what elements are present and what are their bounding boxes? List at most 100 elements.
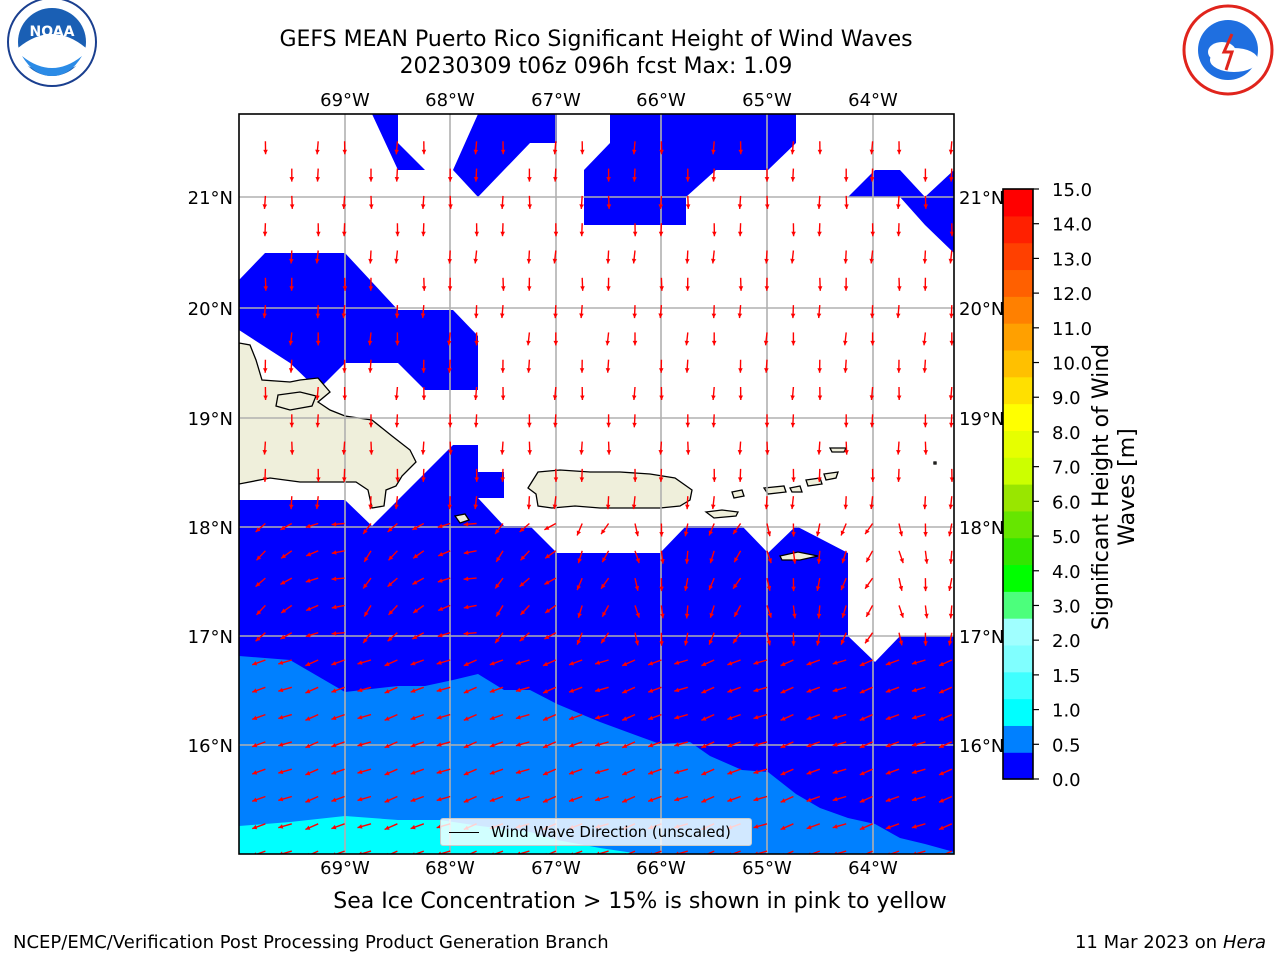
colorbar-tick-label: 2.0 — [1052, 631, 1081, 652]
chart-subtitle: 20230309 t06z 096h fcst Max: 1.09 — [399, 54, 793, 79]
colorbar-segment — [1003, 430, 1033, 458]
wave-direction-arrowhead — [255, 636, 261, 642]
wave-direction-arrowhead — [263, 368, 268, 373]
wave-direction-arrowhead — [341, 313, 347, 319]
wave-direction-arrowhead — [363, 529, 368, 534]
wave-direction-arrowhead — [701, 716, 707, 721]
wave-direction-arrowhead — [843, 286, 849, 291]
colorbar-segment — [1003, 591, 1033, 619]
wave-direction-arrowhead — [648, 743, 654, 748]
wave-direction-arrowhead — [263, 149, 268, 155]
wave-direction-arrowhead — [923, 532, 928, 537]
tortola — [805, 477, 823, 487]
wave-direction-arrowhead — [899, 612, 904, 618]
wave-direction-arrowhead — [753, 660, 759, 665]
wave-direction-arrowhead — [859, 689, 865, 694]
wave-direction-arrowhead — [780, 689, 786, 694]
wave-direction-arrowhead — [870, 231, 875, 237]
wave-direction-arrowhead — [923, 641, 928, 646]
wave-direction-arrowhead — [606, 177, 611, 182]
wave-direction-arrowhead — [395, 477, 400, 482]
wave-direction-arrowhead — [896, 368, 902, 373]
wave-direction-arrow — [516, 850, 530, 854]
wave-direction-arrowhead — [315, 149, 320, 155]
wave-direction-arrowhead — [384, 798, 390, 803]
wave-direction-arrowhead — [738, 231, 743, 237]
lon-label-top-64: 64°W — [848, 90, 898, 111]
wave-direction-arrowhead — [543, 661, 548, 666]
colorbar-tick-label: 11.0 — [1052, 319, 1092, 340]
wave-direction-arrowhead — [515, 769, 521, 774]
wave-direction-arrowhead — [305, 661, 311, 666]
wave-direction-arrowhead — [526, 258, 532, 264]
legend-line-icon — [449, 832, 479, 833]
wave-direction-arrowhead — [816, 613, 822, 619]
wave-direction-arrowhead — [437, 578, 443, 583]
colorbar-segment — [1003, 564, 1033, 592]
lon-label-top-67: 67°W — [531, 90, 581, 111]
wave-direction-arrowhead — [791, 231, 796, 237]
wave-direction-arrowhead — [447, 177, 453, 182]
wave-direction-arrowhead — [552, 395, 558, 400]
wave-direction-arrowhead — [806, 824, 812, 830]
mona-island — [453, 513, 471, 524]
wave-direction-arrowhead — [447, 286, 453, 291]
wave-direction-arrowhead — [924, 559, 929, 564]
wave-direction-arrowhead — [865, 529, 870, 535]
wave-direction-arrowhead — [579, 368, 585, 373]
wave-direction-arrowhead — [631, 504, 637, 510]
wave-direction-arrowhead — [410, 770, 416, 775]
wave-direction-arrowhead — [473, 149, 479, 155]
wave-direction-arrow — [833, 850, 847, 854]
nws-logo-icon — [1182, 4, 1274, 96]
colorbar-tick-label: 15.0 — [1052, 180, 1092, 201]
wave-direction-arrowhead — [712, 231, 717, 237]
colorbar-segment — [1003, 242, 1033, 271]
wave-direction-arrowhead — [315, 395, 320, 400]
hispaniola — [239, 342, 417, 509]
wave-direction-arrowhead — [622, 689, 628, 694]
wave-direction-arrowhead — [520, 610, 526, 615]
wave-direction-arrowhead — [764, 177, 770, 182]
wave-direction-arrowhead — [885, 688, 891, 693]
wave-direction-arrowhead — [870, 313, 875, 319]
wave-direction-arrowhead — [255, 527, 261, 532]
wave-direction-arrowhead — [473, 504, 478, 510]
wave-direction-arrowhead — [685, 504, 690, 510]
map-frame — [238, 113, 955, 855]
wave-direction-arrowhead — [543, 716, 548, 721]
wave-direction-arrowhead — [896, 395, 902, 400]
wind-wave-vectors — [251, 141, 954, 854]
wave-direction-arrowhead — [674, 660, 680, 665]
wave-direction-arrowhead — [674, 715, 680, 720]
wave-direction-arrow — [754, 850, 768, 854]
wave-direction-arrowhead — [753, 742, 759, 747]
wave-direction-arrowhead — [305, 689, 311, 694]
wave-direction-arrowhead — [256, 555, 262, 561]
wave-direction-arrowhead — [911, 796, 917, 802]
wave-direction-arrowhead — [436, 769, 442, 774]
wave-direction-arrowhead — [939, 661, 944, 666]
wave-direction-arrowhead — [315, 177, 320, 182]
wave-direction-arrowhead — [764, 504, 769, 510]
colorbar-segment — [1003, 484, 1033, 512]
vieques — [704, 509, 739, 519]
wave-direction-arrowhead — [683, 586, 689, 591]
wave-direction-arrowhead — [817, 477, 822, 482]
wave-direction-arrowhead — [711, 258, 716, 264]
wave-direction-arrowhead — [305, 743, 311, 748]
wave-field-0.5-1.0 — [239, 656, 954, 854]
wave-direction-arrowhead — [331, 824, 337, 830]
wave-direction-arrowhead — [342, 231, 347, 237]
wave-direction-arrowhead — [685, 177, 691, 182]
wave-direction-arrowhead — [357, 769, 363, 774]
lat-label-left-21: 21°N — [188, 188, 233, 209]
wave-direction-arrowhead — [701, 743, 707, 748]
wave-direction-arrowhead — [438, 552, 444, 557]
wave-direction-arrowhead — [315, 422, 320, 428]
gridlines — [239, 114, 954, 854]
lon-label-bottom-67: 67°W — [531, 858, 581, 879]
wave-direction-arrowhead — [316, 231, 321, 237]
wave-direction-arrowhead — [369, 204, 374, 209]
